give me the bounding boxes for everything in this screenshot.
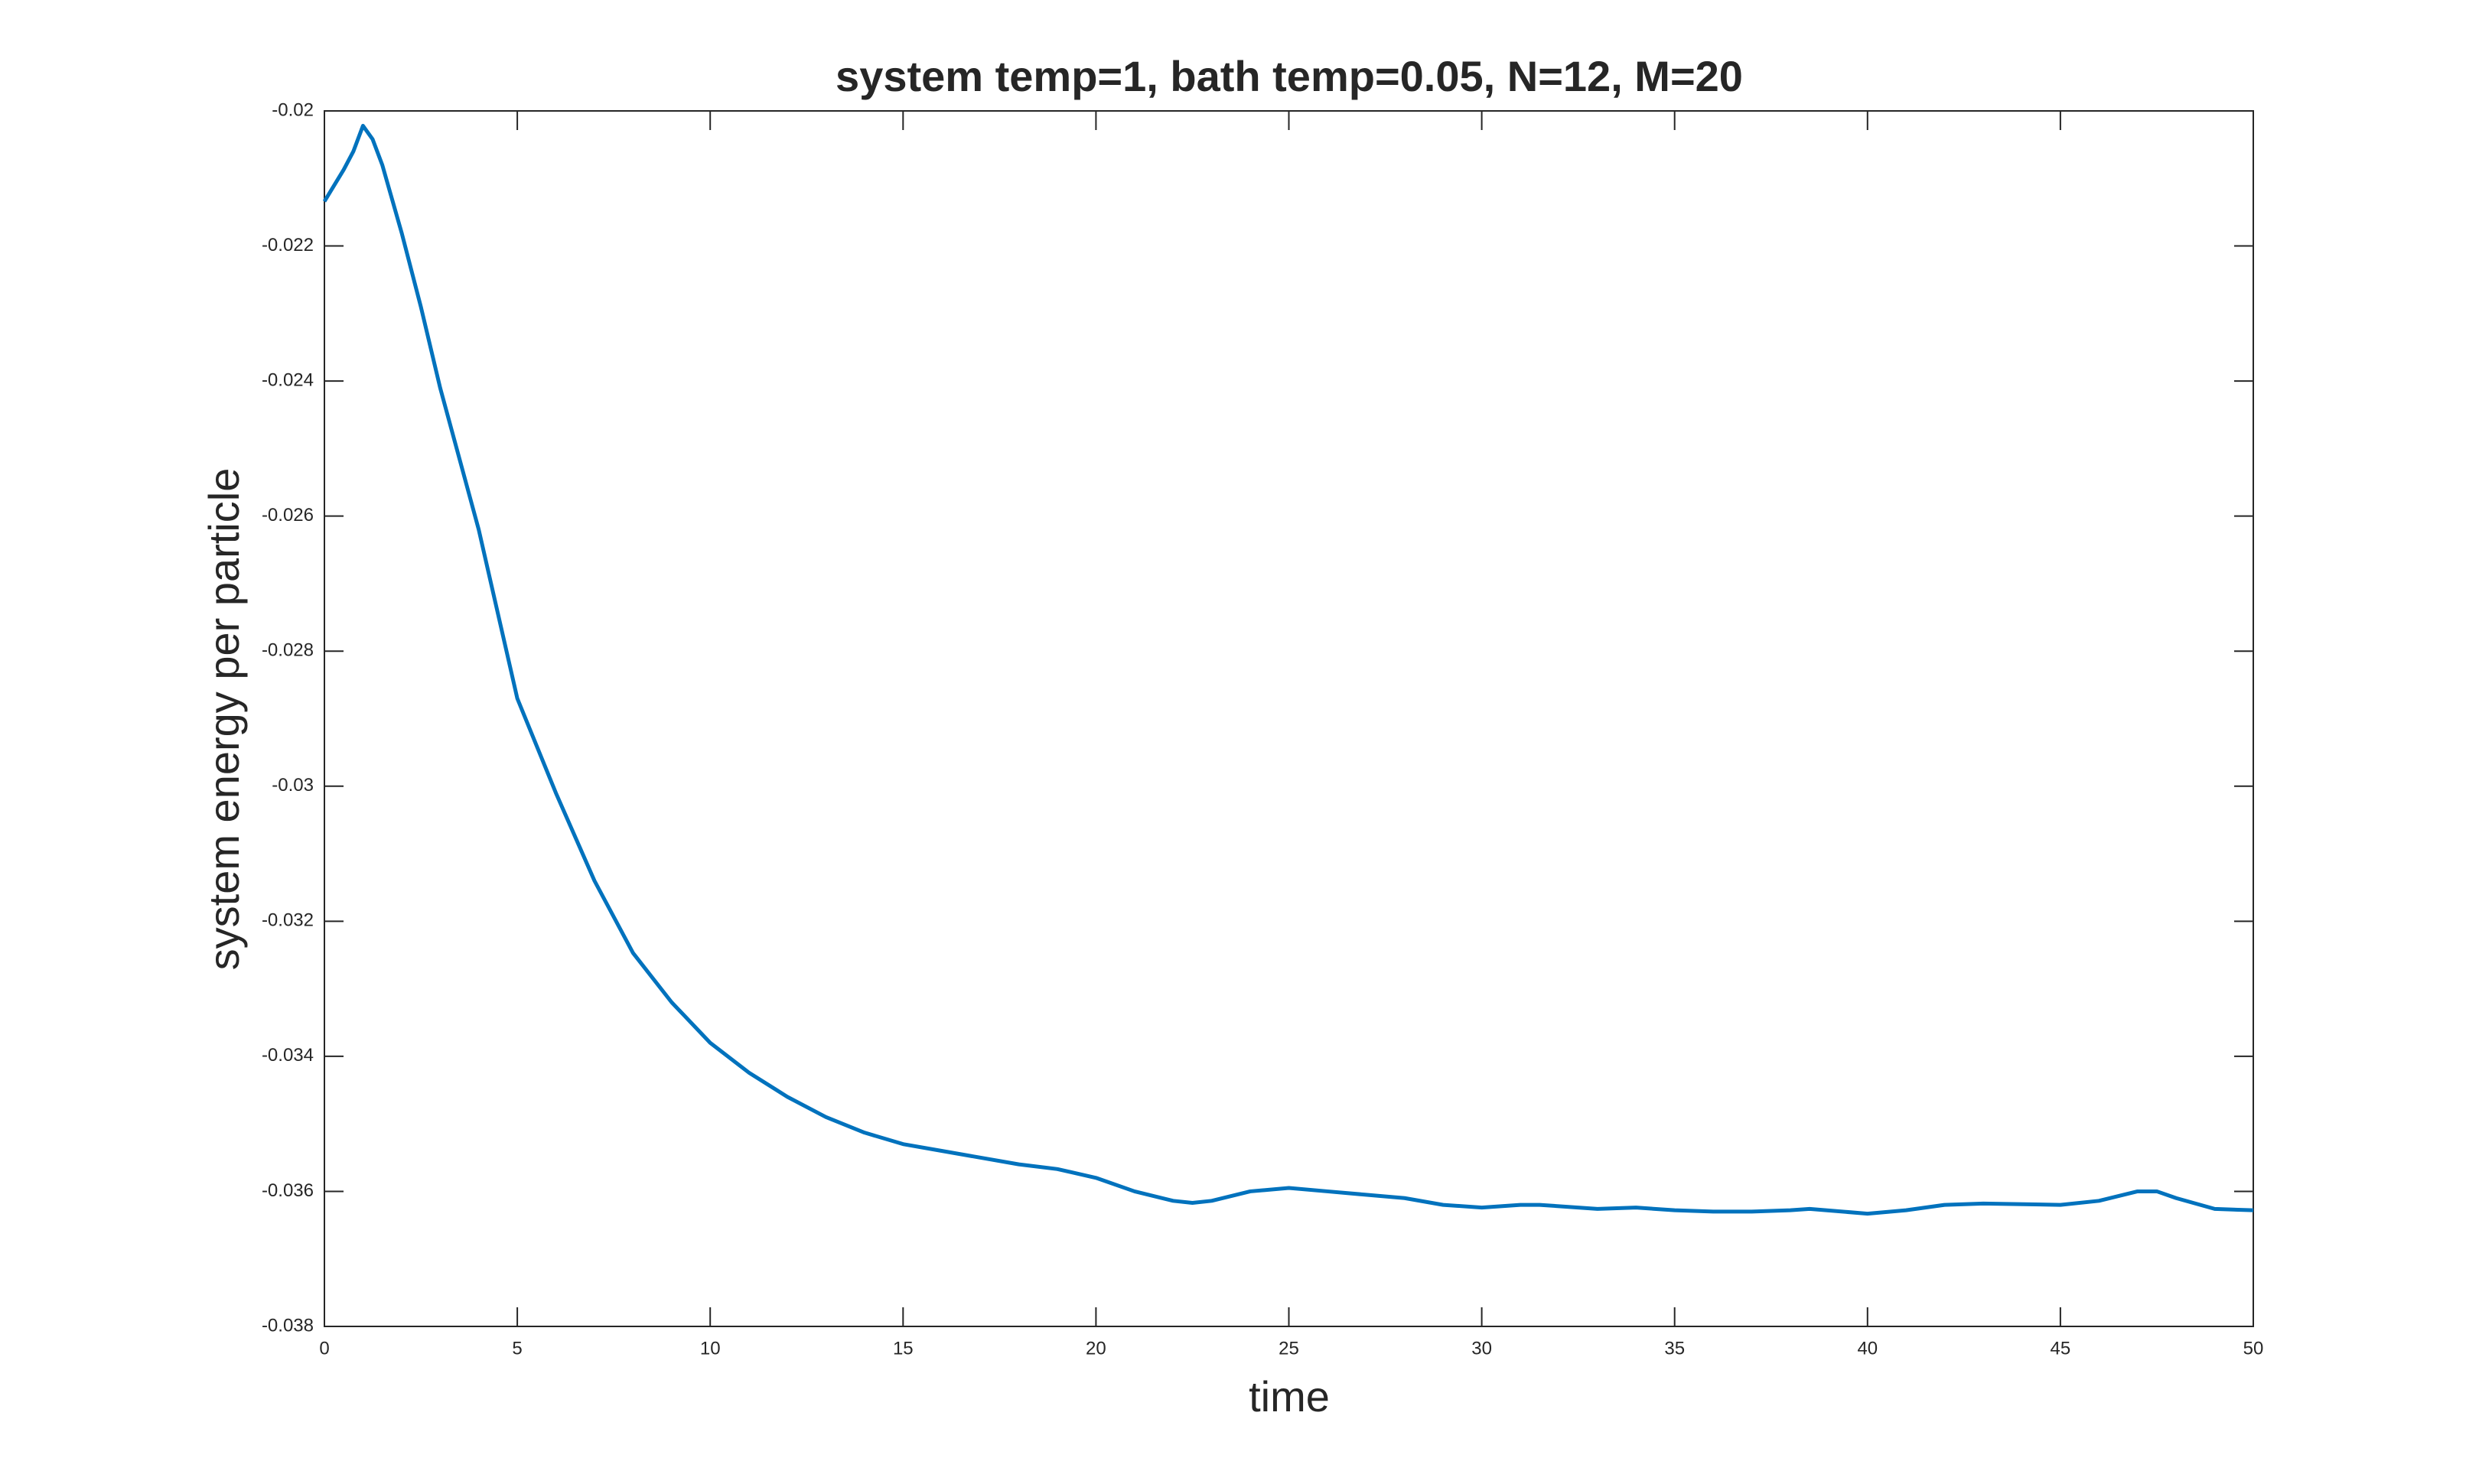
x-tick-label: 20 <box>1086 1338 1106 1359</box>
x-tick-label: 15 <box>893 1338 914 1359</box>
y-axis-label: system energy per particle <box>200 468 248 971</box>
y-tick-label: -0.036 <box>262 1180 314 1201</box>
y-tick-label: -0.026 <box>262 505 314 526</box>
chart-title: system temp=1, bath temp=0.05, N=12, M=2… <box>836 52 1743 100</box>
x-tick-label: 0 <box>319 1338 329 1359</box>
y-tick-label: -0.022 <box>262 235 314 255</box>
y-tick-label: -0.028 <box>262 640 314 661</box>
x-tick-label: 35 <box>1664 1338 1685 1359</box>
x-tick-label: 10 <box>700 1338 721 1359</box>
x-axis-label: time <box>1249 1372 1330 1421</box>
y-tick-label: -0.038 <box>262 1315 314 1336</box>
x-tick-label: 30 <box>1471 1338 1492 1359</box>
y-tick-label: -0.03 <box>272 775 314 796</box>
y-tick-label: -0.02 <box>272 99 314 120</box>
y-tick-label: -0.024 <box>262 369 314 390</box>
y-tick-label: -0.034 <box>262 1045 314 1066</box>
x-tick-label: 45 <box>2051 1338 2071 1359</box>
y-tick-label: -0.032 <box>262 910 314 931</box>
x-tick-label: 50 <box>2243 1338 2264 1359</box>
x-tick-label: 5 <box>512 1338 522 1359</box>
x-tick-label: 25 <box>1279 1338 1299 1359</box>
x-tick-label: 40 <box>1857 1338 1878 1359</box>
data-line <box>322 123 2254 1216</box>
